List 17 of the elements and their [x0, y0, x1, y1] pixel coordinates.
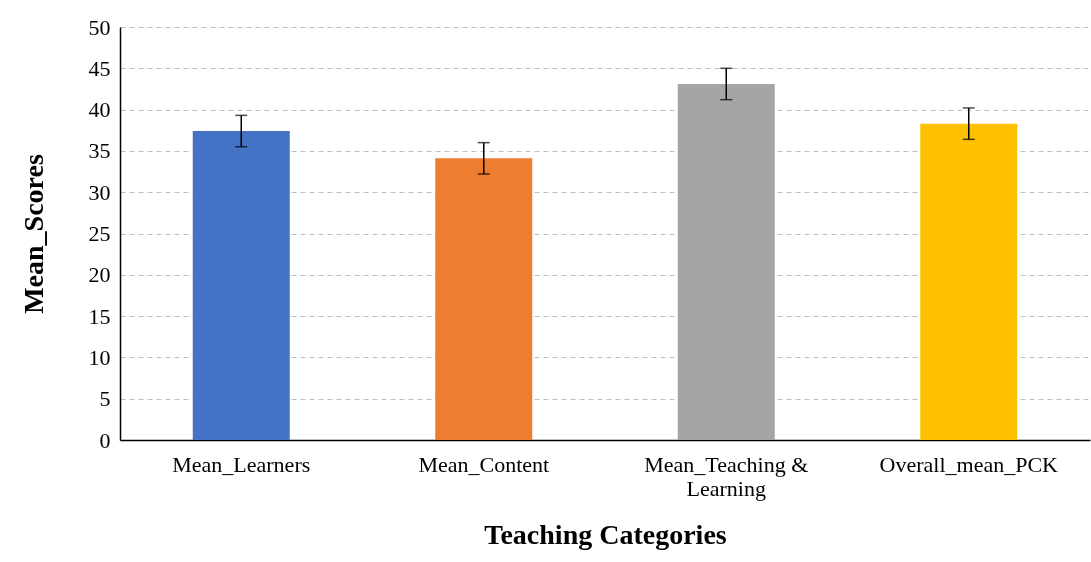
y-tick-label: 35	[88, 138, 111, 164]
y-tick-label: 45	[88, 55, 111, 81]
y-tick-label: 5	[99, 386, 111, 412]
x-tick-label: Mean_Learners	[172, 451, 311, 477]
y-axis-title: Mean_Scores	[17, 154, 49, 314]
y-tick-label: 0	[99, 427, 111, 453]
y-tick-label: 30	[88, 179, 111, 205]
y-tick-label: 15	[88, 303, 111, 329]
x-axis-title: Teaching Categories	[484, 518, 727, 550]
y-tick-label: 50	[88, 14, 111, 40]
y-tick-label: 10	[88, 344, 111, 370]
y-tick-label: 20	[88, 262, 111, 288]
x-tick-label: Mean_Teaching & Learning	[644, 451, 809, 501]
y-tick-label: 25	[88, 221, 111, 246]
x-tick-label: Overall_mean_PCK	[879, 451, 1059, 477]
y-tick-label: 40	[88, 97, 111, 123]
x-tick-label: Mean_Content	[418, 451, 550, 477]
